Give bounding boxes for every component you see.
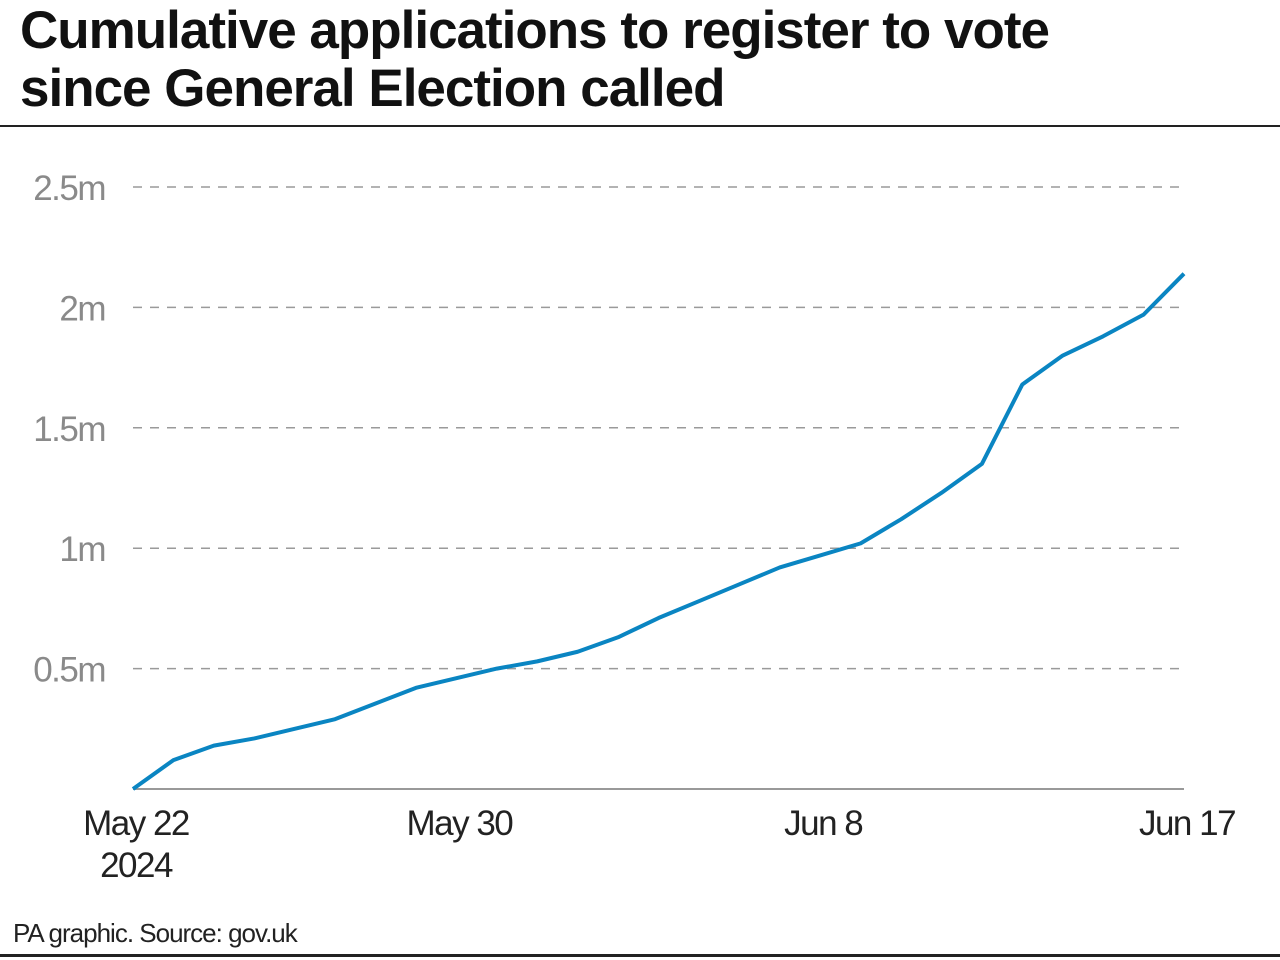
top-divider: [0, 125, 1280, 127]
x-tick-label: Jun 17: [1139, 804, 1235, 843]
y-tick-label: 1.5m: [33, 410, 105, 449]
y-tick-label: 0.5m: [33, 651, 105, 690]
y-tick-label: 2.5m: [33, 169, 105, 208]
x-tick-sublabel: 2024: [100, 846, 173, 885]
title-line-1: Cumulative applications to register to v…: [20, 1, 1050, 60]
x-tick-label: Jun 8: [784, 804, 862, 843]
x-tick-label: May 30: [406, 804, 513, 843]
x-tick-label: May 22: [83, 804, 189, 843]
chart-title: Cumulative applications to register to v…: [20, 1, 1050, 118]
title-line-2: since General Election called: [20, 59, 725, 118]
bottom-divider: [0, 954, 1280, 957]
y-tick-label: 2m: [59, 289, 105, 328]
source-note: PA graphic. Source: gov.uk: [13, 918, 298, 948]
y-tick-label: 1m: [59, 530, 105, 569]
series-line: [131, 272, 1186, 791]
